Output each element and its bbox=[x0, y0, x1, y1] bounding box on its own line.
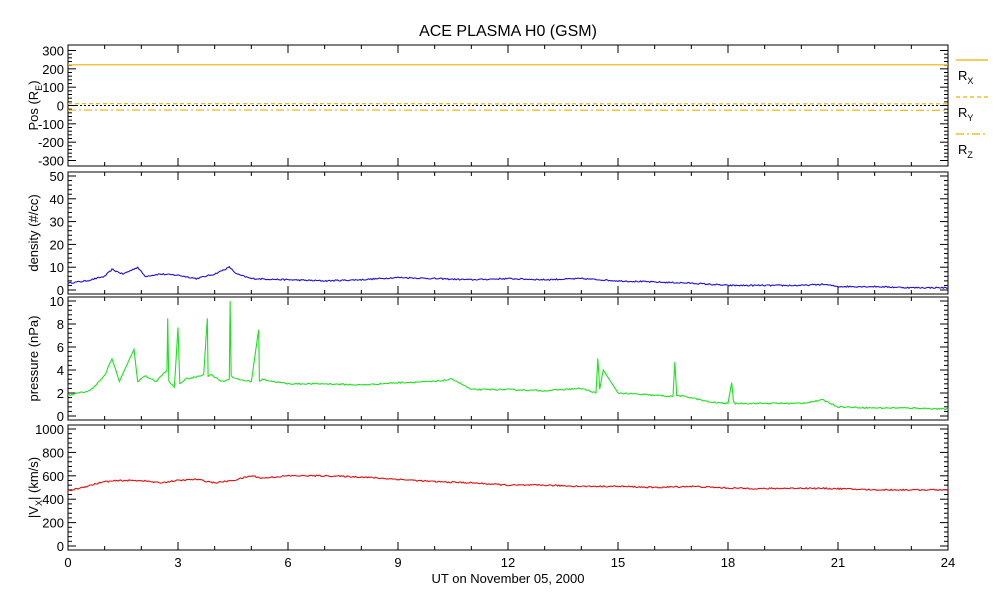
pressure-series-0 bbox=[67, 300, 949, 411]
x-tick-label: 6 bbox=[284, 555, 291, 570]
density-y-tick-label: 50 bbox=[50, 169, 64, 184]
x-tick-label: 0 bbox=[64, 555, 71, 570]
pressure-y-tick-label: 4 bbox=[57, 363, 64, 378]
x-tick-label: 9 bbox=[394, 555, 401, 570]
x-tick-label: 3 bbox=[174, 555, 181, 570]
density-y-tick-label: 20 bbox=[50, 237, 64, 252]
panel-position: -300 -200 -100 0 100 200 300 Pos (RE) bbox=[26, 44, 949, 169]
density-y-tick-label: 30 bbox=[50, 215, 64, 230]
density-y-tick-label: 40 bbox=[50, 192, 64, 207]
velocity-y-axis-title: |VX| (km/s) bbox=[26, 457, 44, 518]
position-y-tick-label: -100 bbox=[38, 117, 64, 132]
velocity-y-tick-label: 1000 bbox=[35, 422, 64, 437]
density-y-tick-label: 0 bbox=[57, 283, 64, 298]
pressure-y-tick-label: 8 bbox=[57, 317, 64, 332]
velocity-series-0 bbox=[67, 474, 949, 492]
panel-pressure: 0 2 4 6 8 10 pressure (nPa) bbox=[26, 294, 949, 424]
legend-label-Z: RZ bbox=[958, 142, 973, 160]
velocity-y-tick-label: 600 bbox=[42, 469, 64, 484]
panel-density: 0 10 20 30 40 50 density (#/cc) bbox=[26, 169, 949, 298]
panel-velocity: 0 200 400 600 800 1000 |VX| (km/s) bbox=[26, 422, 949, 554]
pressure-frame bbox=[67, 296, 949, 421]
x-tick-label: 18 bbox=[721, 555, 735, 570]
position-y-tick-label: 200 bbox=[42, 62, 64, 77]
legend-label-X: RX bbox=[958, 68, 973, 86]
x-axis-title: UT on November 05, 2000 bbox=[432, 571, 585, 586]
velocity-y-tick-label: 800 bbox=[42, 445, 64, 460]
velocity-y-tick-label: 200 bbox=[42, 516, 64, 531]
pressure-y-tick-label: 2 bbox=[57, 386, 64, 401]
pressure-y-axis-title: pressure (nPa) bbox=[26, 316, 41, 402]
position-y-tick-label: -300 bbox=[38, 154, 64, 169]
density-frame bbox=[67, 171, 949, 295]
velocity-y-tick-label: 0 bbox=[57, 539, 64, 554]
chart-title: ACE PLASMA H0 (GSM) bbox=[419, 23, 597, 40]
legend-label-Y: RY bbox=[958, 105, 973, 123]
density-series-0 bbox=[67, 265, 949, 290]
position-y-tick-label: 300 bbox=[42, 44, 64, 59]
x-tick-label: 24 bbox=[941, 555, 955, 570]
position-y-axis-title: Pos (RE) bbox=[26, 80, 44, 130]
x-tick-label: 21 bbox=[831, 555, 845, 570]
position-y-tick-label: 100 bbox=[42, 80, 64, 95]
density-y-axis-title: density (#/cc) bbox=[26, 194, 41, 271]
pressure-y-tick-label: 10 bbox=[50, 294, 64, 309]
x-tick-label: 12 bbox=[501, 555, 515, 570]
velocity-y-tick-label: 400 bbox=[42, 492, 64, 507]
x-tick-labels: 0 3 6 9 12 15 18 21 24 bbox=[64, 555, 955, 570]
position-y-tick-label: -200 bbox=[38, 135, 64, 150]
pressure-y-tick-label: 6 bbox=[57, 340, 64, 355]
density-y-tick-label: 10 bbox=[50, 260, 64, 275]
x-tick-label: 15 bbox=[611, 555, 625, 570]
legend: RX RY RZ bbox=[956, 59, 988, 160]
velocity-frame bbox=[67, 424, 949, 551]
position-y-tick-label: 0 bbox=[57, 99, 64, 114]
pressure-y-tick-label: 0 bbox=[57, 409, 64, 424]
